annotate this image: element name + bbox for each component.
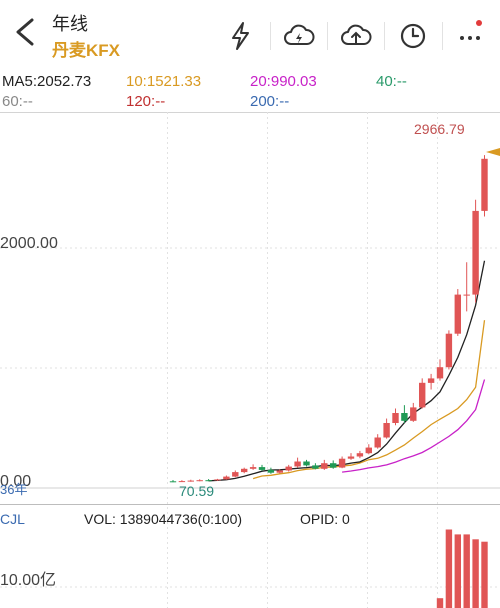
- candlesticks: [169, 155, 488, 483]
- candle-up: [347, 456, 355, 459]
- cloud-download-icon[interactable]: [281, 18, 317, 54]
- candle-down: [205, 480, 212, 482]
- ma120-value: 120:--: [126, 93, 166, 110]
- candle-up: [321, 463, 328, 469]
- dot: [460, 36, 464, 40]
- volume-bar: [454, 534, 461, 608]
- ma20-line: [342, 379, 486, 473]
- candle-up: [178, 481, 186, 483]
- divider: [384, 22, 385, 50]
- candle-down: [312, 465, 319, 469]
- flash-icon[interactable]: [222, 18, 258, 54]
- volume-value: VOL: 1389044736(0:100): [84, 511, 242, 527]
- candle-up: [427, 378, 435, 383]
- back-arrow-icon[interactable]: [6, 12, 46, 52]
- candle-up: [445, 333, 453, 368]
- cloud-upload-icon[interactable]: [338, 18, 374, 54]
- candle-up: [410, 407, 417, 421]
- candle-up: [249, 467, 257, 469]
- clock-icon[interactable]: [395, 18, 431, 54]
- volume-bar: [472, 539, 479, 608]
- opid-value: OPID: 0: [300, 511, 350, 527]
- candle-up: [276, 470, 283, 473]
- instrument-name: 丹麦KFX: [52, 41, 120, 60]
- volume-bars: [436, 529, 488, 608]
- moving-average-lines: [208, 260, 486, 482]
- candle-down: [303, 461, 310, 466]
- candle-up: [196, 480, 203, 482]
- candle-up: [223, 476, 230, 480]
- current-price-marker-icon: [486, 148, 500, 156]
- candle-up: [356, 453, 364, 457]
- ma200-value: 200:--: [250, 93, 290, 110]
- candle-down: [267, 469, 275, 473]
- period-label: 36年: [0, 482, 27, 497]
- divider: [442, 22, 443, 50]
- candle-down: [169, 481, 177, 483]
- candle-up: [338, 458, 346, 468]
- candle-up: [481, 158, 488, 211]
- ma40-value: 40:--: [376, 73, 407, 90]
- candle-up: [214, 479, 221, 481]
- kline-chart[interactable]: 2000.00 0.00 36年 70.59 2966.79 CJL VOL: …: [0, 112, 500, 608]
- volume-bar: [436, 598, 444, 608]
- volume-bar: [463, 534, 470, 608]
- y-axis-label-bottom: 0.00: [0, 473, 31, 490]
- candle-up: [392, 413, 399, 423]
- y-axis-label-top: 2000.00: [0, 235, 58, 252]
- max-price-label: 2966.79: [414, 121, 465, 137]
- volume-bar: [445, 529, 453, 608]
- candle-down: [258, 467, 266, 470]
- candle-up: [232, 472, 239, 477]
- volume-scale-label: 10.00亿: [0, 571, 56, 589]
- candle-up: [436, 367, 444, 379]
- candle-up: [365, 447, 372, 454]
- divider: [327, 22, 328, 50]
- candle-up: [285, 466, 292, 471]
- candle-down: [330, 463, 337, 468]
- candle-up: [374, 437, 381, 448]
- volume-indicator-label[interactable]: CJL: [0, 511, 25, 527]
- ma10-value: 10:1521.33: [126, 73, 202, 90]
- kline-chart-area[interactable]: 2000.00 0.00 36年 70.59 2966.79 CJL VOL: …: [0, 112, 500, 608]
- ma5-value: MA5:2052.73: [2, 73, 92, 90]
- candle-up: [419, 382, 426, 408]
- candle-up: [241, 468, 248, 473]
- candle-down: [401, 413, 408, 421]
- candle-up: [294, 461, 301, 467]
- divider: [270, 22, 271, 50]
- candle-up: [187, 480, 194, 482]
- notification-dot: [476, 20, 482, 26]
- more-icon[interactable]: [452, 24, 488, 48]
- dot: [468, 36, 472, 40]
- volume-bar: [481, 541, 488, 608]
- page-title: 年线: [52, 14, 88, 34]
- candle-up: [454, 294, 461, 334]
- dot: [476, 36, 480, 40]
- ma10-line: [252, 320, 486, 480]
- min-price-label: 70.59: [179, 483, 214, 499]
- top-bar: 年线 丹麦KFX: [0, 0, 500, 64]
- ma60-value: 60:--: [2, 93, 33, 110]
- ma20-value: 20:990.03: [250, 73, 317, 90]
- candle-up: [472, 210, 479, 295]
- candle-up: [383, 423, 390, 438]
- candle-up: [463, 294, 470, 296]
- ma5-line: [208, 260, 486, 482]
